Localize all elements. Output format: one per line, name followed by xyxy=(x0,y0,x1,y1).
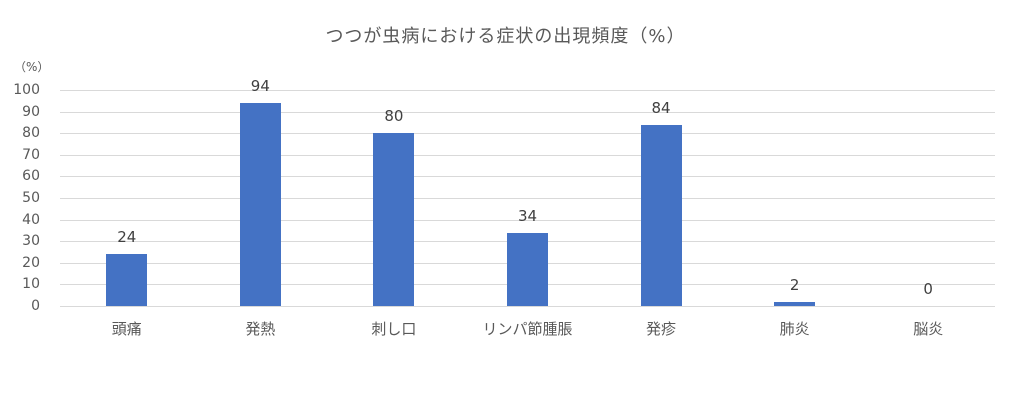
chart-title: つつが虫病における症状の出現頻度（%） xyxy=(325,26,686,47)
gridline xyxy=(60,111,995,113)
bar xyxy=(507,232,548,306)
data-label: 84 xyxy=(651,98,671,117)
y-tick-label: 0 xyxy=(31,298,40,314)
x-category-label: 肺炎 xyxy=(779,320,810,338)
y-tick-label: 60 xyxy=(22,168,40,185)
y-tick-label: 20 xyxy=(22,254,40,271)
gridline xyxy=(60,219,995,221)
gridline xyxy=(60,133,995,135)
x-category-label: 脳炎 xyxy=(913,320,944,338)
bar xyxy=(106,254,148,306)
y-tick-label: 70 xyxy=(22,146,40,163)
bar xyxy=(373,133,415,306)
x-category-label: 頭痛 xyxy=(111,320,142,338)
x-category-label: 刺し口 xyxy=(371,320,417,338)
y-tick-label: 100 xyxy=(13,82,40,98)
x-category-label: 発熱 xyxy=(245,320,276,338)
data-label: 24 xyxy=(117,228,137,247)
y-tick-label: 40 xyxy=(22,211,40,228)
x-category-label: 発疹 xyxy=(646,320,677,338)
y-tick-label: 30 xyxy=(22,233,40,250)
gridline xyxy=(60,198,995,199)
y-tick-label: 10 xyxy=(22,276,40,293)
bar xyxy=(239,102,281,306)
bar xyxy=(774,301,816,306)
y-axis-unit-label: （%） xyxy=(14,60,50,74)
bar xyxy=(640,124,682,306)
data-label: 80 xyxy=(384,107,404,126)
gridline xyxy=(60,90,995,91)
data-label: 34 xyxy=(517,206,538,225)
x-category-label: リンパ節腫脹 xyxy=(482,320,573,338)
data-label: 0 xyxy=(923,280,933,298)
y-tick-label: 80 xyxy=(22,125,40,142)
y-tick-label: 90 xyxy=(22,103,40,120)
y-tick-label: 50 xyxy=(22,190,40,206)
gridline xyxy=(60,154,995,156)
data-label: 94 xyxy=(250,76,270,95)
data-label: 2 xyxy=(789,275,800,294)
gridline xyxy=(60,306,995,307)
gridline xyxy=(60,176,995,178)
plot-area xyxy=(60,90,995,307)
